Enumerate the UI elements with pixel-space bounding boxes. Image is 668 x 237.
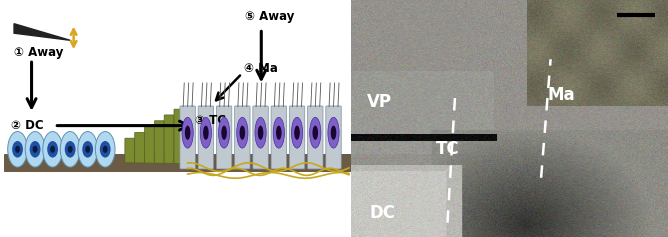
- Ellipse shape: [276, 126, 282, 140]
- Polygon shape: [14, 24, 70, 40]
- Bar: [3, 154, 351, 171]
- Ellipse shape: [15, 146, 20, 153]
- Ellipse shape: [43, 132, 62, 167]
- Ellipse shape: [29, 141, 41, 158]
- Ellipse shape: [47, 141, 58, 158]
- Text: ④ Ma: ④ Ma: [244, 62, 278, 75]
- Ellipse shape: [200, 117, 212, 148]
- Ellipse shape: [33, 146, 37, 153]
- Ellipse shape: [65, 141, 75, 158]
- FancyBboxPatch shape: [174, 109, 184, 164]
- Ellipse shape: [185, 126, 190, 140]
- FancyBboxPatch shape: [326, 106, 341, 169]
- Ellipse shape: [328, 117, 339, 148]
- Ellipse shape: [255, 117, 266, 148]
- Ellipse shape: [103, 146, 108, 153]
- Ellipse shape: [96, 132, 115, 167]
- Ellipse shape: [60, 132, 80, 167]
- Ellipse shape: [82, 141, 93, 158]
- FancyBboxPatch shape: [180, 106, 195, 169]
- Text: VP: VP: [367, 93, 391, 111]
- Ellipse shape: [8, 132, 27, 167]
- Ellipse shape: [258, 126, 263, 140]
- Ellipse shape: [86, 146, 90, 153]
- FancyBboxPatch shape: [135, 132, 144, 163]
- FancyBboxPatch shape: [164, 115, 174, 163]
- Ellipse shape: [78, 132, 98, 167]
- Ellipse shape: [313, 126, 318, 140]
- FancyBboxPatch shape: [216, 106, 232, 169]
- Ellipse shape: [25, 132, 45, 167]
- Ellipse shape: [294, 126, 300, 140]
- FancyBboxPatch shape: [198, 106, 214, 169]
- Ellipse shape: [221, 126, 227, 140]
- Ellipse shape: [240, 126, 245, 140]
- Text: ⑤ Away: ⑤ Away: [246, 10, 295, 23]
- Ellipse shape: [310, 117, 321, 148]
- Text: DC: DC: [370, 204, 395, 222]
- Text: Ma: Ma: [547, 86, 575, 104]
- Ellipse shape: [67, 146, 73, 153]
- Ellipse shape: [100, 141, 111, 158]
- FancyBboxPatch shape: [253, 106, 269, 169]
- Ellipse shape: [12, 141, 23, 158]
- Text: ② DC: ② DC: [11, 119, 43, 132]
- FancyBboxPatch shape: [271, 106, 287, 169]
- Ellipse shape: [218, 117, 230, 148]
- Ellipse shape: [182, 117, 193, 148]
- Ellipse shape: [203, 126, 208, 140]
- Text: ③ TC: ③ TC: [194, 114, 226, 127]
- FancyBboxPatch shape: [125, 138, 135, 163]
- Text: ① Away: ① Away: [14, 46, 63, 59]
- FancyBboxPatch shape: [307, 106, 323, 169]
- FancyBboxPatch shape: [234, 106, 250, 169]
- Ellipse shape: [50, 146, 55, 153]
- Text: TC: TC: [436, 140, 460, 158]
- Ellipse shape: [236, 117, 248, 148]
- FancyBboxPatch shape: [144, 127, 154, 163]
- FancyBboxPatch shape: [154, 121, 164, 163]
- Ellipse shape: [291, 117, 303, 148]
- FancyBboxPatch shape: [289, 106, 305, 169]
- Ellipse shape: [331, 126, 336, 140]
- Ellipse shape: [273, 117, 285, 148]
